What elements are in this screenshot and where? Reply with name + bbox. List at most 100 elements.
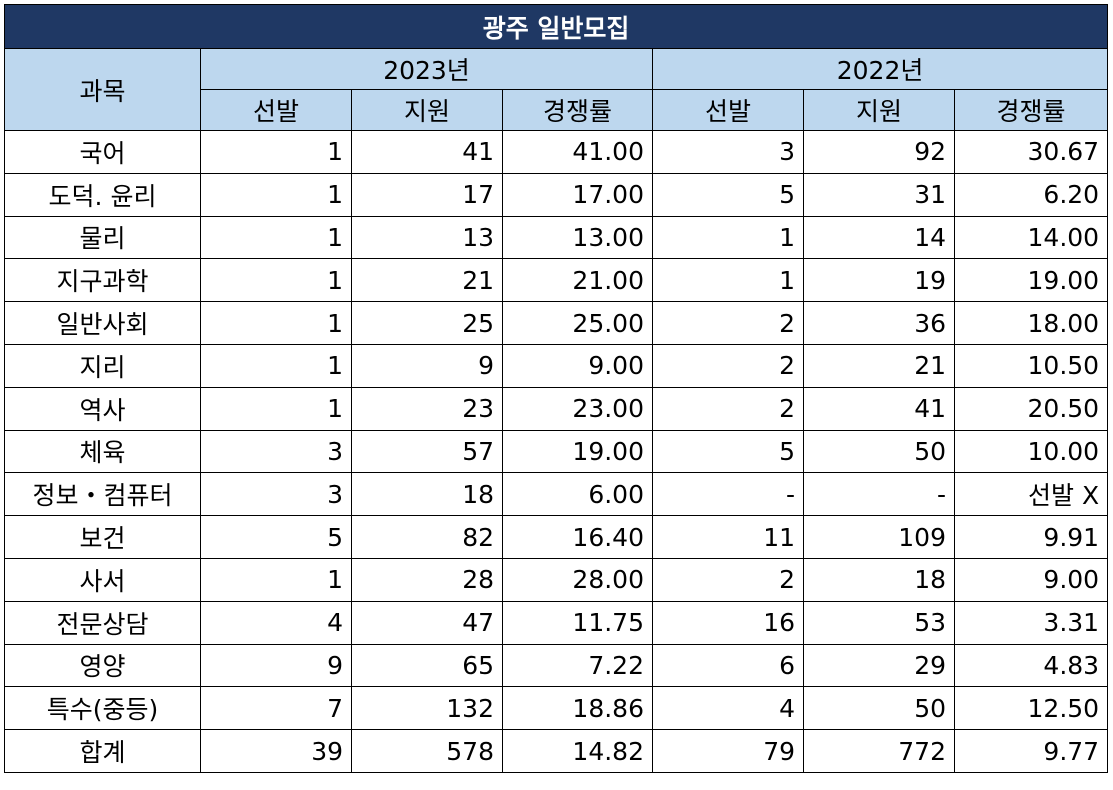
selected-2022-cell: 2 <box>652 386 804 431</box>
ratio-2023-cell: 11.75 <box>502 600 653 645</box>
applied-2022-cell: 50 <box>803 686 955 731</box>
subject-cell: 지구과학 <box>4 258 201 303</box>
ratio-2023-cell: 23.00 <box>502 386 653 431</box>
ratio-2023-cell: 25.00 <box>502 301 653 345</box>
selected-2022-cell: 3 <box>652 130 804 174</box>
selected-2023-cell: 1 <box>200 215 352 260</box>
ratio-2023-cell: 41.00 <box>502 130 653 174</box>
ratio-2023-cell: 17.00 <box>502 172 653 217</box>
selected-2022-cell: 1 <box>652 258 804 303</box>
ratio-2023-cell: 16.40 <box>502 515 653 559</box>
applied-2023-cell: 132 <box>351 686 503 731</box>
applied-2023-cell: 65 <box>351 643 503 688</box>
ratio-2022-cell: 10.50 <box>953 343 1109 388</box>
header-ratio-2023: 경쟁률 <box>502 89 653 131</box>
ratio-2022-cell: 3.31 <box>953 600 1109 645</box>
applied-2023-cell: 21 <box>351 258 503 303</box>
selected-2022-cell: 4 <box>652 686 804 731</box>
applied-2022-cell: 92 <box>803 130 955 174</box>
header-year-2023: 2023년 <box>200 48 653 90</box>
header-year-2022: 2022년 <box>651 48 1109 90</box>
applied-2022-cell: 41 <box>803 386 955 431</box>
header-selected-2023: 선발 <box>200 89 352 131</box>
applied-2022-cell: 50 <box>803 429 955 474</box>
applied-2023-cell: 18 <box>351 472 503 517</box>
recruitment-table: 광주 일반모집 과목 2023년 2022년 선발 지원 경쟁률 선발 지원 경… <box>3 4 1109 773</box>
table-row: 지리 1 9 9.00 2 21 10.50 <box>4 343 1109 388</box>
subject-cell: 사서 <box>4 557 201 602</box>
header-selected-2022: 선발 <box>652 89 804 131</box>
applied-2022-cell: 109 <box>803 515 955 559</box>
header-subject: 과목 <box>4 48 201 131</box>
table-title: 광주 일반모집 <box>3 4 1109 49</box>
table-row: 보건 5 82 16.40 11 109 9.91 <box>4 515 1109 559</box>
table-row: 정보・컴퓨터 3 18 6.00- - 선발 X <box>4 472 1109 517</box>
subject-cell: 특수(중등) <box>4 686 201 731</box>
subject-cell: 합계 <box>4 729 201 773</box>
applied-2022-cell: 36 <box>803 301 955 345</box>
header-applied-2023: 지원 <box>351 89 503 131</box>
subject-cell: 역사 <box>4 386 201 431</box>
header-applied-2022: 지원 <box>803 89 955 131</box>
applied-2023-cell: 47 <box>351 600 503 645</box>
applied-2023-cell: 17 <box>351 172 503 217</box>
applied-2022-cell: 21 <box>803 343 955 388</box>
subject-cell: 영양 <box>4 643 201 688</box>
selected-2023-cell: 3 <box>200 429 352 474</box>
applied-2022-cell: 18 <box>803 557 955 602</box>
selected-2022-cell: 11 <box>652 515 804 559</box>
ratio-2022-cell: 14.00 <box>953 215 1109 260</box>
selected-2023-cell: 9 <box>200 643 352 688</box>
subject-cell: 도덕. 윤리 <box>4 172 201 217</box>
applied-2023-cell: 82 <box>351 515 503 559</box>
table-row: 영양 9 65 7.22 6 29 4.83 <box>4 643 1109 688</box>
ratio-2023-cell: 6.00 <box>502 472 653 517</box>
subject-cell: 지리 <box>4 343 201 388</box>
applied-2022-cell: 14 <box>803 215 955 260</box>
table-row: 국어 1 41 41.00 3 92 30.67 <box>4 130 1109 174</box>
subject-cell: 보건 <box>4 515 201 559</box>
table-row: 전문상담 4 47 11.75 16 53 3.31 <box>4 600 1109 645</box>
selected-2023-cell: 39 <box>200 729 352 773</box>
selected-2022-cell: 2 <box>652 343 804 388</box>
ratio-2022-cell: 선발 X <box>953 472 1109 517</box>
ratio-2023-cell: 7.22 <box>502 643 653 688</box>
applied-2023-cell: 25 <box>351 301 503 345</box>
ratio-2022-cell: 30.67 <box>953 130 1109 174</box>
table-row: 특수(중등) 7 132 18.86 4 50 12.50 <box>4 686 1109 731</box>
ratio-2022-cell: 4.83 <box>953 643 1109 688</box>
table-row: 체육 3 57 19.00 5 50 10.00 <box>4 429 1109 474</box>
selected-2023-cell: 1 <box>200 130 352 174</box>
ratio-2023-cell: 14.82 <box>502 729 653 773</box>
selected-2023-cell: 1 <box>200 343 352 388</box>
selected-2022-cell: 6 <box>652 643 804 688</box>
selected-2023-cell: 1 <box>200 258 352 303</box>
table-row: 사서 1 28 28.00 2 18 9.00 <box>4 557 1109 602</box>
applied-2023-cell: 578 <box>351 729 503 773</box>
ratio-2022-cell: 20.50 <box>953 386 1109 431</box>
applied-2023-cell: 57 <box>351 429 503 474</box>
selected-2023-cell: 1 <box>200 301 352 345</box>
applied-2022-cell: - <box>803 472 955 517</box>
ratio-2022-cell: 12.50 <box>953 686 1109 731</box>
selected-2023-cell: 7 <box>200 686 352 731</box>
table-row: 도덕. 윤리 1 17 17.00 5 31 6.20 <box>4 172 1109 217</box>
ratio-2022-cell: 19.00 <box>953 258 1109 303</box>
ratio-2022-cell: 9.00 <box>953 557 1109 602</box>
selected-2023-cell: 3 <box>200 472 352 517</box>
subject-cell: 물리 <box>4 215 201 260</box>
ratio-2023-cell: 28.00 <box>502 557 653 602</box>
ratio-2022-cell: 6.20 <box>953 172 1109 217</box>
applied-2023-cell: 41 <box>351 130 503 174</box>
table-row: 합계 39 578 14.82 79 772 9.77 <box>4 729 1109 773</box>
applied-2023-cell: 9 <box>351 343 503 388</box>
applied-2023-cell: 13 <box>351 215 503 260</box>
subject-cell: 전문상담 <box>4 600 201 645</box>
applied-2022-cell: 29 <box>803 643 955 688</box>
selected-2022-cell: 16 <box>652 600 804 645</box>
selected-2023-cell: 1 <box>200 557 352 602</box>
selected-2023-cell: 5 <box>200 515 352 559</box>
applied-2023-cell: 23 <box>351 386 503 431</box>
applied-2022-cell: 19 <box>803 258 955 303</box>
table-row: 역사 1 23 23.00 2 41 20.50 <box>4 386 1109 431</box>
